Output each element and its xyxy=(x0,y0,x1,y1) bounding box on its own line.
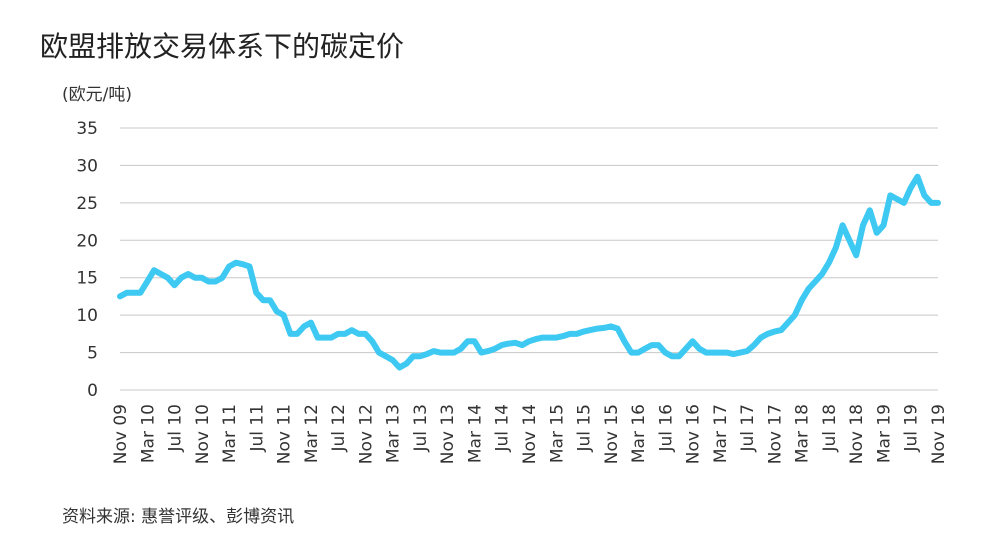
x-tick-label: Jul 19 xyxy=(902,404,922,453)
y-tick-label: 20 xyxy=(76,231,98,251)
y-tick-label: 10 xyxy=(76,306,98,326)
x-tick-label: Jul 12 xyxy=(329,404,349,453)
x-tick-label: Nov 10 xyxy=(193,404,213,464)
y-tick-label: 15 xyxy=(76,269,98,289)
x-tick-label: Jul 14 xyxy=(493,404,513,453)
chart-title: 欧盟排放交易体系下的碳定价 xyxy=(40,30,404,63)
x-tick-label: Jul 13 xyxy=(411,404,431,453)
x-tick-label: Mar 15 xyxy=(547,404,567,463)
x-tick-label: Nov 09 xyxy=(111,404,131,464)
y-tick-label: 0 xyxy=(87,381,98,401)
x-tick-label: Nov 11 xyxy=(275,404,295,464)
x-tick-label: Nov 13 xyxy=(438,404,458,464)
x-tick-label: Mar 11 xyxy=(220,404,240,463)
x-tick-label: Mar 14 xyxy=(465,404,485,463)
x-tick-label: Nov 16 xyxy=(684,404,704,464)
x-tick-label: Jul 15 xyxy=(575,404,595,453)
x-tick-label: Mar 12 xyxy=(302,404,322,463)
x-tick-label: Jul 16 xyxy=(656,404,676,453)
y-tick-label: 30 xyxy=(76,156,98,176)
x-tick-label: Jul 11 xyxy=(247,404,267,453)
x-tick-label: Mar 17 xyxy=(711,404,731,463)
y-axis-label: (欧元/吨) xyxy=(62,85,132,105)
x-tick-label: Nov 19 xyxy=(929,404,949,464)
price-line xyxy=(117,173,941,371)
source-note: 资料来源: 惠誉评级、彭博资讯 xyxy=(62,507,294,527)
x-tick-label: Jul 18 xyxy=(820,404,840,453)
x-tick-label: Mar 19 xyxy=(874,404,894,463)
y-tick-label: 5 xyxy=(87,344,98,364)
x-tick-label: Mar 18 xyxy=(793,404,813,463)
x-tick-label: Mar 16 xyxy=(629,404,649,463)
x-tick-label: Nov 15 xyxy=(602,404,622,464)
x-tick-label: Nov 17 xyxy=(765,404,785,464)
x-tick-label: Mar 13 xyxy=(384,404,404,463)
y-tick-label: 25 xyxy=(76,194,98,214)
x-tick-label: Mar 10 xyxy=(138,404,158,463)
x-tick-label: Nov 12 xyxy=(356,404,376,464)
y-tick-label: 35 xyxy=(76,119,98,139)
x-tick-label: Nov 14 xyxy=(520,404,540,464)
x-tick-label: Jul 17 xyxy=(738,404,758,453)
x-tick-label: Jul 10 xyxy=(166,404,186,453)
x-tick-label: Nov 18 xyxy=(847,404,867,464)
